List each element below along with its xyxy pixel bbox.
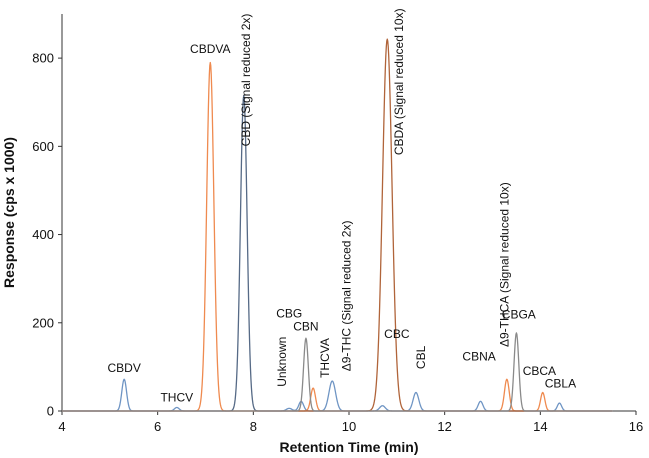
peak-label: CBDVA <box>190 42 230 56</box>
x-tick-label: 6 <box>154 419 161 434</box>
traces <box>61 38 613 412</box>
trace-blue <box>61 378 613 412</box>
peak-label: Unknown <box>275 337 289 387</box>
peak-label: CBC <box>384 327 410 341</box>
peak-label: Δ9-THC (Signal reduced 2x) <box>340 221 354 372</box>
peak-label: CBLA <box>545 377 576 391</box>
x-axis-title: Retention Time (min) <box>280 439 419 455</box>
peak-label: CBDA (Signal reduced 10x) <box>392 8 406 155</box>
x-tick-label: 16 <box>629 419 643 434</box>
peak-label: CBL <box>414 345 428 369</box>
peak-label: CBD (Signal reduced 2x) <box>239 14 253 147</box>
peak-label: CBCA <box>523 364 556 378</box>
y-tick-label: 800 <box>32 51 54 66</box>
trace-brown <box>61 38 613 412</box>
y-tick-label: 400 <box>32 227 54 242</box>
x-tick-label: 10 <box>342 419 356 434</box>
x-tick-label: 14 <box>533 419 547 434</box>
trace-orange <box>61 61 613 412</box>
y-axis-title: Response (cps x 1000) <box>1 137 17 288</box>
x-tick-label: 8 <box>250 419 257 434</box>
peak-label: THCVA <box>318 338 332 378</box>
peak-label: CBN <box>293 320 318 334</box>
x-tick-label: 4 <box>58 419 65 434</box>
peak-label: CBG <box>276 306 302 320</box>
peak-label: CBNA <box>462 349 495 363</box>
peak-label: THCV <box>160 390 193 404</box>
y-tick-label: 200 <box>32 315 54 330</box>
peak-label: CBGA <box>502 307 536 321</box>
peak-label: Δ9-THCA (Signal reduced 10x) <box>497 182 511 347</box>
x-tick-label: 12 <box>437 419 451 434</box>
peak-labels: CBDV THCV CBDVA CBD (Signal reduced 2x) Unkn… <box>108 8 577 404</box>
axes: 4 6 8 10 12 14 16 0 200 400 600 800 <box>32 14 643 434</box>
peak-label: CBDV <box>108 361 141 375</box>
y-tick-label: 0 <box>47 404 54 419</box>
y-tick-label: 600 <box>32 139 54 154</box>
trace-gray <box>61 332 613 412</box>
